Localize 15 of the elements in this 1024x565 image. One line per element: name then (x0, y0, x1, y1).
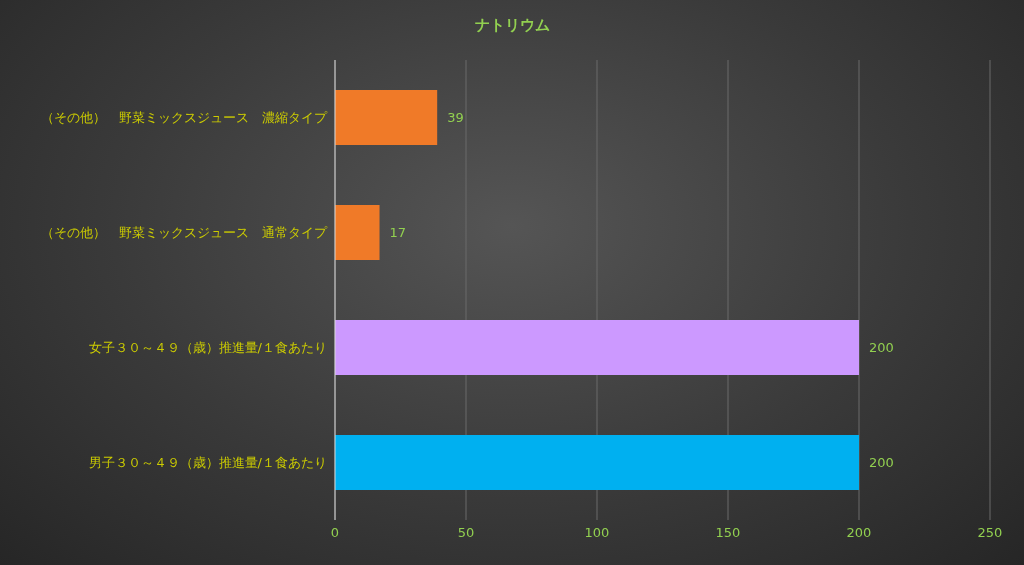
y-tick-label: 女子３０～４９（歳）推進量/１食あたり (88, 340, 327, 356)
x-tick-label: 50 (457, 525, 475, 541)
x-tick-label: 0 (330, 525, 340, 541)
x-tick-label: 150 (715, 525, 741, 541)
y-tick-label: 男子３０～４９（歳）推進量/１食あたり (88, 455, 327, 471)
x-tick-label: 100 (584, 525, 610, 541)
x-tick-label: 250 (977, 525, 1003, 541)
chart-title: ナトリウム (473, 16, 551, 35)
y-tick-label: （その他） 野菜ミックスジュース 通常タイプ (41, 225, 328, 241)
data-label: 200 (869, 455, 894, 471)
y-tick-label: （その他） 野菜ミックスジュース 濃縮タイプ (41, 110, 328, 126)
data-label: 200 (869, 340, 894, 356)
data-label: 39 (447, 110, 464, 126)
data-label: 17 (389, 225, 407, 241)
x-tick-label: 200 (846, 525, 872, 541)
